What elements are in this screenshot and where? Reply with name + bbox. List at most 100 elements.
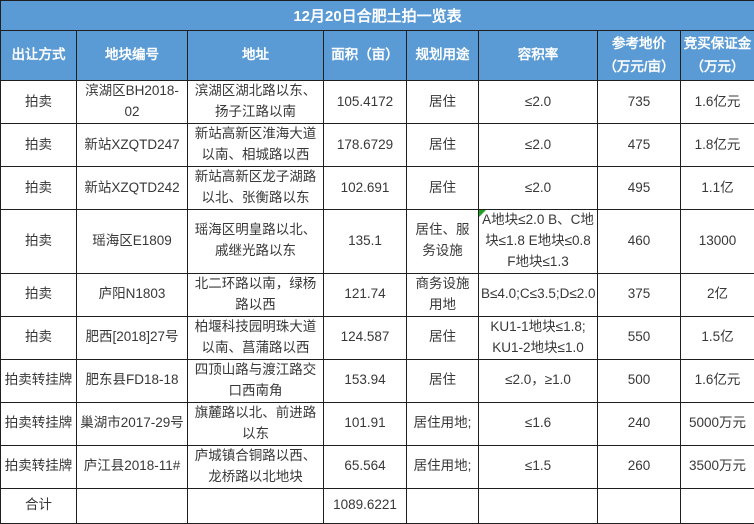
table-cell: 居住用地; bbox=[407, 445, 479, 488]
table-cell: 260 bbox=[598, 445, 681, 488]
table-cell: 102.691 bbox=[324, 167, 407, 210]
table-cell: 居住、服务设施 bbox=[407, 210, 479, 274]
table-cell: ≤1.6 bbox=[479, 402, 598, 445]
table-cell: 居住用地; bbox=[407, 402, 479, 445]
table-cell: 庐阳N1803 bbox=[77, 273, 188, 316]
table-cell: 500 bbox=[598, 359, 681, 402]
total-row: 合计 1089.6221 bbox=[1, 488, 754, 523]
table-cell: B≤4.0;C≤3.5;D≤2.0 bbox=[479, 273, 598, 316]
table-cell: 瑶海区明皇路以北、戚继光路以东 bbox=[188, 210, 324, 274]
table-cell bbox=[188, 488, 324, 523]
table-cell: 新站XZQTD247 bbox=[77, 124, 188, 167]
table-cell: 495 bbox=[598, 167, 681, 210]
table-cell: ≤2.0 bbox=[479, 81, 598, 124]
table-cell: 1.6亿元 bbox=[681, 359, 754, 402]
table-cell: 商务设施用地 bbox=[407, 273, 479, 316]
table-cell: 瑶海区E1809 bbox=[77, 210, 188, 274]
column-header: 出让方式 bbox=[1, 31, 77, 81]
table-cell bbox=[681, 488, 754, 523]
table-cell: 101.91 bbox=[324, 402, 407, 445]
table-cell: 124.587 bbox=[324, 316, 407, 359]
table-cell: 拍卖 bbox=[1, 316, 77, 359]
table-cell bbox=[598, 488, 681, 523]
column-header: 竞买保证金 （万元） bbox=[681, 31, 754, 81]
table-cell: 合计 bbox=[1, 488, 77, 523]
table-cell: 新站高新区龙子湖路以北、张衡路以东 bbox=[188, 167, 324, 210]
table-cell bbox=[407, 488, 479, 523]
table-cell: 178.6729 bbox=[324, 124, 407, 167]
table-cell: ≤2.0，≥1.0 bbox=[479, 359, 598, 402]
table-cell: 105.4172 bbox=[324, 81, 407, 124]
table-head: 12月20日合肥土拍一览表 出让方式地块编号地址面积（亩）规划用途容积率参考地价… bbox=[1, 1, 754, 81]
column-header: 规划用途 bbox=[407, 31, 479, 81]
table-cell: ≤1.5 bbox=[479, 445, 598, 488]
table-cell: ≤2.0 bbox=[479, 124, 598, 167]
table-cell: 新站高新区淮海大道以南、相城路以西 bbox=[188, 124, 324, 167]
table-cell: 庐城镇合铜路以西、龙桥路以北地块 bbox=[188, 445, 324, 488]
table-cell: 居住 bbox=[407, 81, 479, 124]
table-cell: 375 bbox=[598, 273, 681, 316]
table-cell: 居住 bbox=[407, 167, 479, 210]
table-cell: 1.6亿元 bbox=[681, 81, 754, 124]
column-header: 面积（亩） bbox=[324, 31, 407, 81]
table-title: 12月20日合肥土拍一览表 bbox=[1, 1, 754, 31]
table-cell bbox=[479, 488, 598, 523]
title-row: 12月20日合肥土拍一览表 bbox=[1, 1, 754, 31]
table-cell: 135.1 bbox=[324, 210, 407, 274]
table-cell: 旗麓路以北、前进路以东 bbox=[188, 402, 324, 445]
table-cell: 肥西[2018]27号 bbox=[77, 316, 188, 359]
column-header: 地块编号 bbox=[77, 31, 188, 81]
table-cell: 拍卖转挂牌 bbox=[1, 445, 77, 488]
table-cell: 居住 bbox=[407, 359, 479, 402]
table-cell: 2亿 bbox=[681, 273, 754, 316]
table-cell: 550 bbox=[598, 316, 681, 359]
table-cell: 巢湖市2017-29号 bbox=[77, 402, 188, 445]
column-header: 容积率 bbox=[479, 31, 598, 81]
table-cell: KU1-1地块≤1.8; KU1-2地块≤1.0 bbox=[479, 316, 598, 359]
table-cell: 13000 bbox=[681, 210, 754, 274]
table-cell: 拍卖转挂牌 bbox=[1, 359, 77, 402]
table-cell: 1.5亿 bbox=[681, 316, 754, 359]
table-cell: 肥东县FD18-18 bbox=[77, 359, 188, 402]
table-cell: 拍卖 bbox=[1, 273, 77, 316]
table-cell: 5000万元 bbox=[681, 402, 754, 445]
table-cell: 460 bbox=[598, 210, 681, 274]
table-cell: 1089.6221 bbox=[324, 488, 407, 523]
table-cell: 1.1亿 bbox=[681, 167, 754, 210]
column-header: 参考地价 （万元/亩） bbox=[598, 31, 681, 81]
table-cell: A地块≤2.0 B、C地块≤1.8 E地块≤0.8 F地块≤1.3 bbox=[479, 210, 598, 274]
table-cell: 1.8亿元 bbox=[681, 124, 754, 167]
table-cell: 65.564 bbox=[324, 445, 407, 488]
green-corner-marker-icon bbox=[479, 210, 486, 217]
table-cell: 拍卖 bbox=[1, 81, 77, 124]
table-cell: 735 bbox=[598, 81, 681, 124]
table-cell: 153.94 bbox=[324, 359, 407, 402]
table-cell: 拍卖 bbox=[1, 167, 77, 210]
table-cell: 居住 bbox=[407, 316, 479, 359]
table-cell: 拍卖转挂牌 bbox=[1, 402, 77, 445]
table-cell: 475 bbox=[598, 124, 681, 167]
table-cell: 拍卖 bbox=[1, 210, 77, 274]
table-cell: 新站XZQTD242 bbox=[77, 167, 188, 210]
table-cell bbox=[77, 488, 188, 523]
table-cell: 121.74 bbox=[324, 273, 407, 316]
column-header: 地址 bbox=[188, 31, 324, 81]
table-cell: 拍卖 bbox=[1, 124, 77, 167]
table-cell: 滨湖区BH2018-02 bbox=[77, 81, 188, 124]
column-header-row: 出让方式地块编号地址面积（亩）规划用途容积率参考地价 （万元/亩）竞买保证金 （… bbox=[1, 31, 754, 81]
table-cell: 四顶山路与渡江路交口西南角 bbox=[188, 359, 324, 402]
table-cell: 居住 bbox=[407, 124, 479, 167]
table-cell: ≤2.0 bbox=[479, 167, 598, 210]
table-cell: 3500万元 bbox=[681, 445, 754, 488]
table-cell: 滨湖区湖北路以东、扬子江路以南 bbox=[188, 81, 324, 124]
